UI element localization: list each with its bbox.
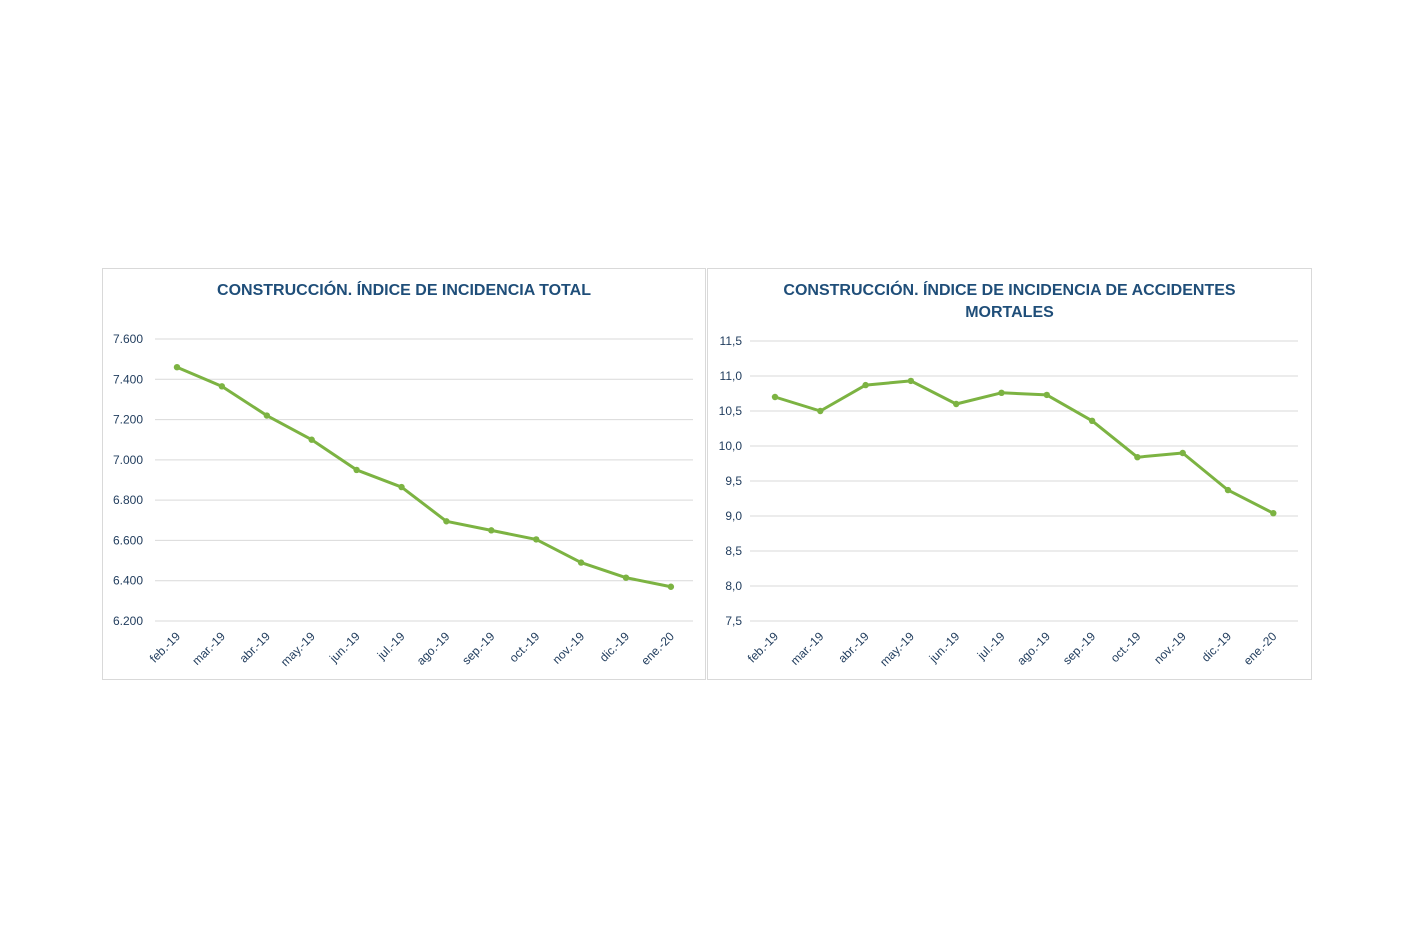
mortales-ytick-label: 8,5 (725, 544, 742, 558)
total-xtick-label: dic.-19 (597, 629, 633, 665)
mortales-xtick-label: dic.-19 (1199, 629, 1235, 665)
total-data-point (263, 412, 270, 419)
chart-panel-mortales: CONSTRUCCIÓN. ÍNDICE DE INCIDENCIA DE AC… (707, 268, 1312, 680)
total-data-point (533, 536, 540, 543)
mortales-xtick-label: abr.-19 (835, 629, 872, 666)
total-xtick-label: mar.-19 (189, 629, 228, 668)
total-xtick-label: jun.-19 (326, 629, 363, 666)
mortales-data-point (817, 407, 824, 415)
mortales-ytick-label: 11,5 (720, 334, 743, 348)
chart-title-total: CONSTRUCCIÓN. ÍNDICE DE INCIDENCIA TOTAL (217, 282, 591, 299)
mortales-ytick-label: 9,0 (725, 509, 742, 523)
mortales-data-point (1179, 449, 1186, 457)
total-ytick-label: 7.400 (113, 372, 143, 386)
mortales-xtick-label: ene.-20 (1241, 629, 1280, 668)
mortales-data-point (953, 400, 960, 408)
total-data-point (173, 364, 181, 371)
chart-panel-total: CONSTRUCCIÓN. ÍNDICE DE INCIDENCIA TOTAL… (102, 268, 706, 680)
total-ytick-label: 6.800 (113, 493, 143, 507)
total-xtick-label: abr.-19 (237, 629, 274, 666)
chart-svg-total: 6.200 6.400 6.600 6.800 7.000 7.200 7.400 7.600… (113, 332, 693, 669)
mortales-data-point (1088, 417, 1096, 424)
total-ytick-label: 6.400 (113, 574, 143, 588)
total-data-point (218, 383, 226, 390)
mortales-data-point (1043, 391, 1050, 399)
mortales-xtick-label: may.-19 (877, 629, 917, 669)
total-data-point (443, 518, 450, 525)
total-ytick-label: 6.600 (113, 533, 143, 547)
total-data-point (667, 583, 675, 590)
mortales-xtick-label: mar.-19 (788, 629, 827, 668)
mortales-ytick-label: 10,5 (719, 404, 743, 418)
total-xtick-label: jul.-19 (374, 629, 408, 663)
total-series-line (175, 365, 673, 589)
mortales-ytick-label: 7,5 (725, 614, 742, 628)
total-data-point (577, 559, 585, 566)
mortales-series-line (773, 379, 1275, 515)
total-xtick-label: ago.-19 (414, 629, 453, 668)
mortales-data-point (1134, 454, 1141, 461)
mortales-xtick-label: jun.-19 (926, 629, 963, 666)
mortales-data-point (1224, 486, 1232, 494)
total-ytick-label: 6.200 (113, 614, 143, 628)
mortales-xtick-label: sep.-19 (1060, 629, 1098, 667)
total-ytick-label: 7.000 (113, 453, 143, 467)
total-xtick-label: ene.-20 (638, 629, 677, 668)
mortales-data-point (771, 393, 779, 401)
mortales-xtick-label: oct.-19 (1108, 629, 1144, 665)
mortales-xtick-label: ago.-19 (1014, 629, 1053, 668)
mortales-ytick-label: 8,0 (725, 579, 742, 593)
mortales-xtick-label: feb.-19 (745, 629, 782, 666)
total-xtick-label: feb.-19 (147, 629, 184, 666)
mortales-ytick-label: 11,0 (720, 369, 743, 383)
mortales-data-point (998, 389, 1005, 396)
mortales-data-point (1270, 510, 1277, 517)
total-xtick-label: may.-19 (278, 629, 318, 669)
total-xtick-label: oct.-19 (506, 629, 542, 665)
total-data-point (308, 436, 315, 443)
mortales-ytick-label: 10,0 (719, 439, 743, 453)
chart-title-mortales: CONSTRUCCIÓN. ÍNDICE DE INCIDENCIA DE AC… (783, 282, 1236, 321)
mortales-data-point (907, 377, 915, 385)
total-xtick-label: sep.-19 (459, 629, 497, 667)
total-data-point (622, 574, 630, 581)
total-data-point (488, 527, 495, 534)
total-data-point (398, 483, 405, 491)
total-data-point (353, 466, 360, 474)
total-ytick-label: 7.600 (113, 332, 143, 346)
mortales-xtick-label: nov.-19 (1151, 629, 1189, 667)
mortales-ytick-label: 9,5 (725, 474, 742, 488)
mortales-data-point (862, 381, 869, 389)
total-ytick-label: 7.200 (113, 413, 143, 427)
mortales-xtick-label: jul.-19 (974, 629, 1008, 663)
total-xtick-label: nov.-19 (550, 629, 588, 667)
